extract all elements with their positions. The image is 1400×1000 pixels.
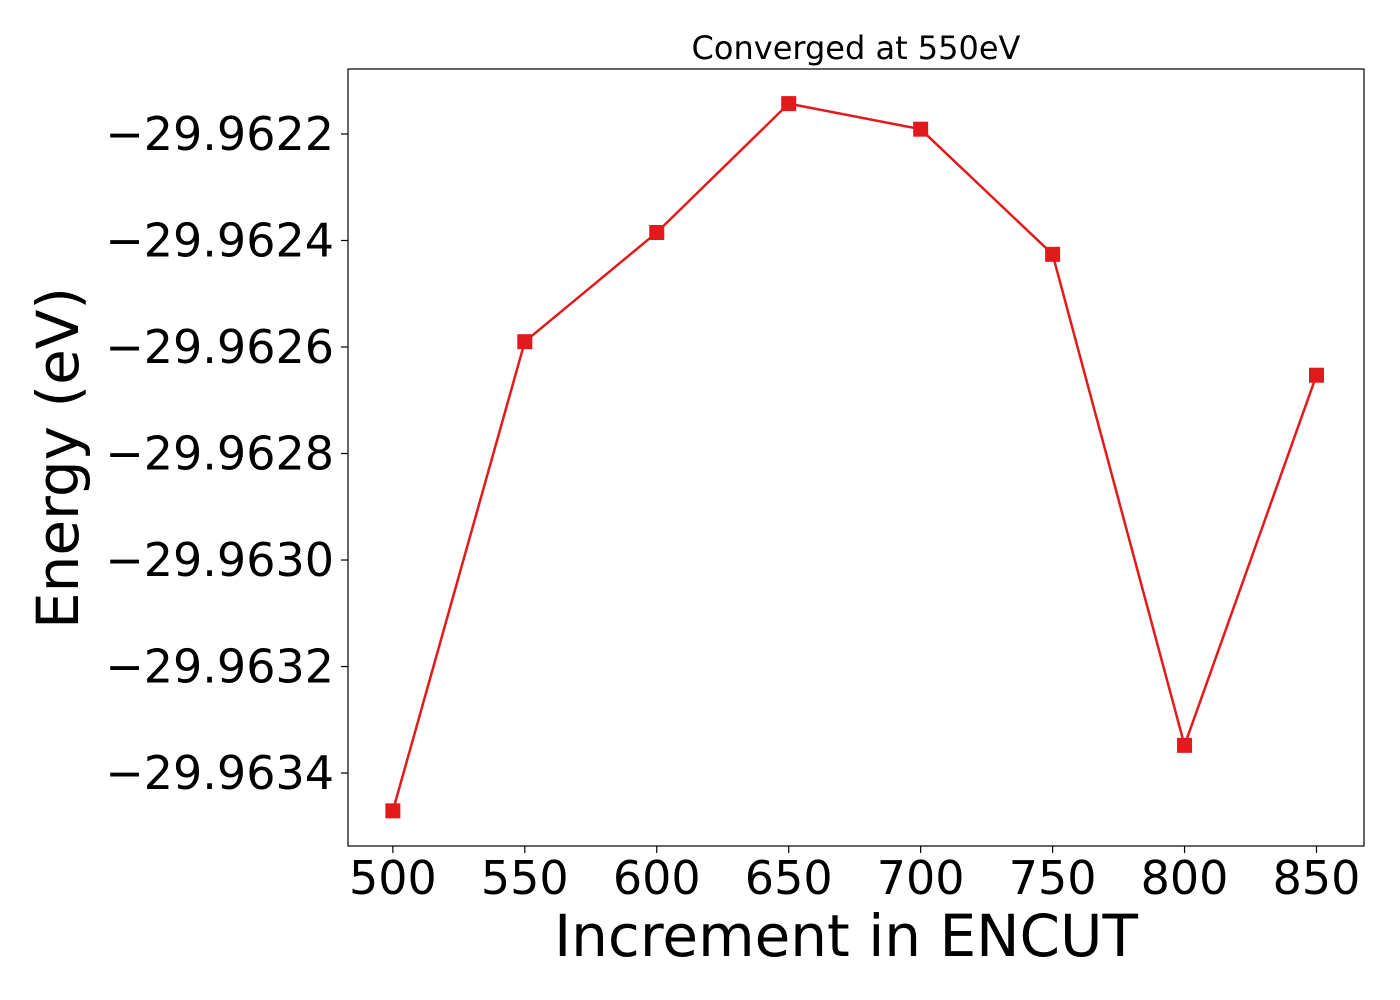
data-point (385, 803, 401, 819)
x-axis-label: Increment in ENCUT (554, 902, 1138, 970)
y-axis: −29.9634 −29.9632 −29.9630 −29.9628 −29.9626… (105, 107, 348, 800)
x-tick-label: 700 (877, 851, 965, 905)
data-point (1308, 367, 1324, 383)
data-point (517, 334, 533, 350)
data-point (1045, 246, 1061, 262)
y-tick-label: −29.9630 (105, 533, 334, 587)
x-axis: 500 550 600 650 700 750 800 850 (349, 846, 1360, 905)
x-tick-label: 850 (1273, 851, 1361, 905)
y-tick-label: −29.9624 (105, 213, 334, 267)
plot-frame (347, 68, 1365, 847)
data-point (649, 224, 665, 240)
x-tick-label: 800 (1141, 851, 1229, 905)
chart-title: Converged at 550eV (692, 29, 1021, 67)
x-tick-label: 750 (1009, 851, 1097, 905)
y-tick-label: −29.9628 (105, 427, 334, 481)
x-tick-label: 600 (613, 851, 701, 905)
y-tick-label: −29.9632 (105, 640, 334, 694)
y-tick-label: −29.9626 (105, 320, 334, 374)
y-tick-label: −29.9622 (105, 107, 334, 161)
x-tick-label: 550 (481, 851, 569, 905)
data-point (1177, 737, 1193, 753)
series-line (391, 102, 1318, 812)
x-tick-label: 500 (349, 851, 437, 905)
series-layer (385, 96, 1324, 819)
data-point (913, 121, 929, 137)
x-tick-label: 650 (745, 851, 833, 905)
y-axis-label: Energy (eV) (24, 287, 92, 629)
y-tick-label: −29.9634 (105, 746, 334, 800)
data-point (781, 96, 797, 112)
